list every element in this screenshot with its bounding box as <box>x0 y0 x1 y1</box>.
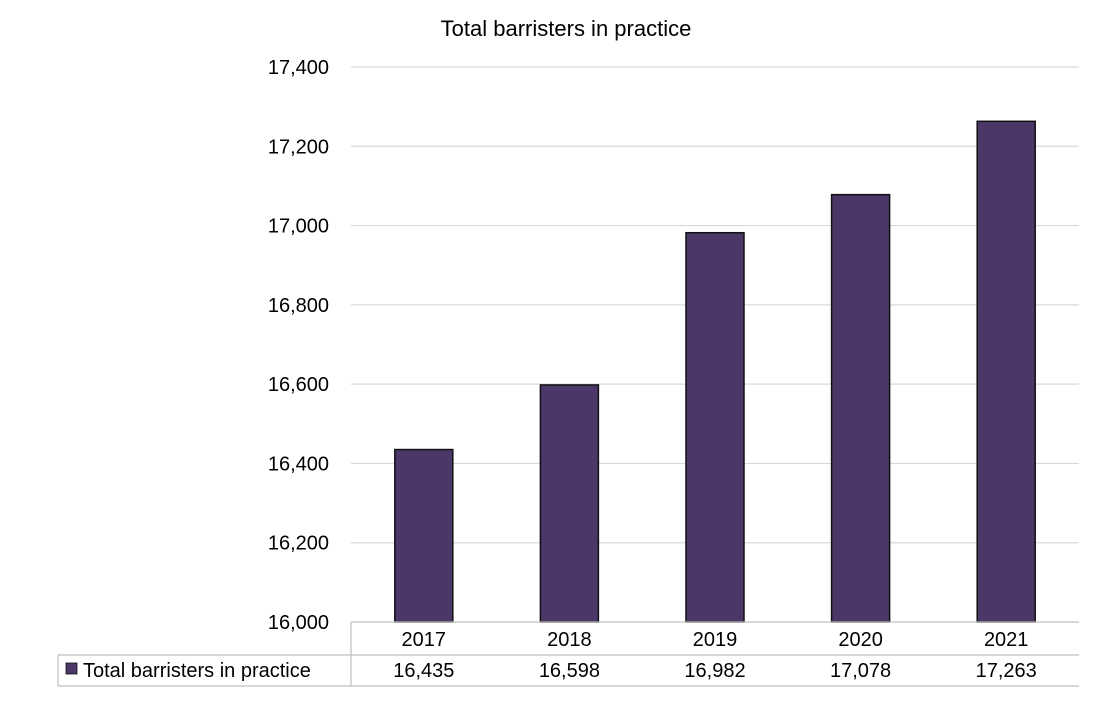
x-category-label: 2020 <box>838 629 883 651</box>
bars <box>394 120 1036 623</box>
bar-2018 <box>539 384 600 623</box>
table-value-2018: 16,598 <box>539 660 600 682</box>
bar-2017 <box>394 448 454 623</box>
y-tick-label: 17,000 <box>268 216 329 238</box>
bar-2021 <box>976 120 1036 623</box>
y-tick-label: 16,600 <box>268 374 329 396</box>
x-category-label: 2021 <box>984 629 1029 651</box>
x-category-label: 2018 <box>547 629 592 651</box>
table-value-2017: 16,435 <box>393 660 454 682</box>
y-tick-label: 16,400 <box>268 453 329 475</box>
y-tick-label: 16,000 <box>268 612 329 634</box>
y-tick-label: 16,200 <box>268 533 329 555</box>
table-value-2020: 17,078 <box>830 660 891 682</box>
bar-2019 <box>685 231 745 623</box>
x-category-label: 2019 <box>693 629 738 651</box>
y-tick-label: 16,800 <box>268 295 329 317</box>
bar-2020 <box>830 193 891 623</box>
table-value-2021: 17,263 <box>976 660 1037 682</box>
legend-swatch <box>65 662 78 675</box>
y-tick-label: 17,400 <box>268 57 329 79</box>
y-tick-label: 17,200 <box>268 136 329 158</box>
x-category-label: 2017 <box>402 629 447 651</box>
table-value-2019: 16,982 <box>684 660 745 682</box>
data-table: Total barristers in practice 2017 16,435 2… <box>57 621 1079 687</box>
legend-label: Total barristers in practice <box>83 660 311 682</box>
chart-title: Total barristers in practice <box>441 16 692 41</box>
y-axis-tick-labels: 16,000 16,200 16,400 16,600 16,800 17,000 17,2… <box>268 57 329 634</box>
